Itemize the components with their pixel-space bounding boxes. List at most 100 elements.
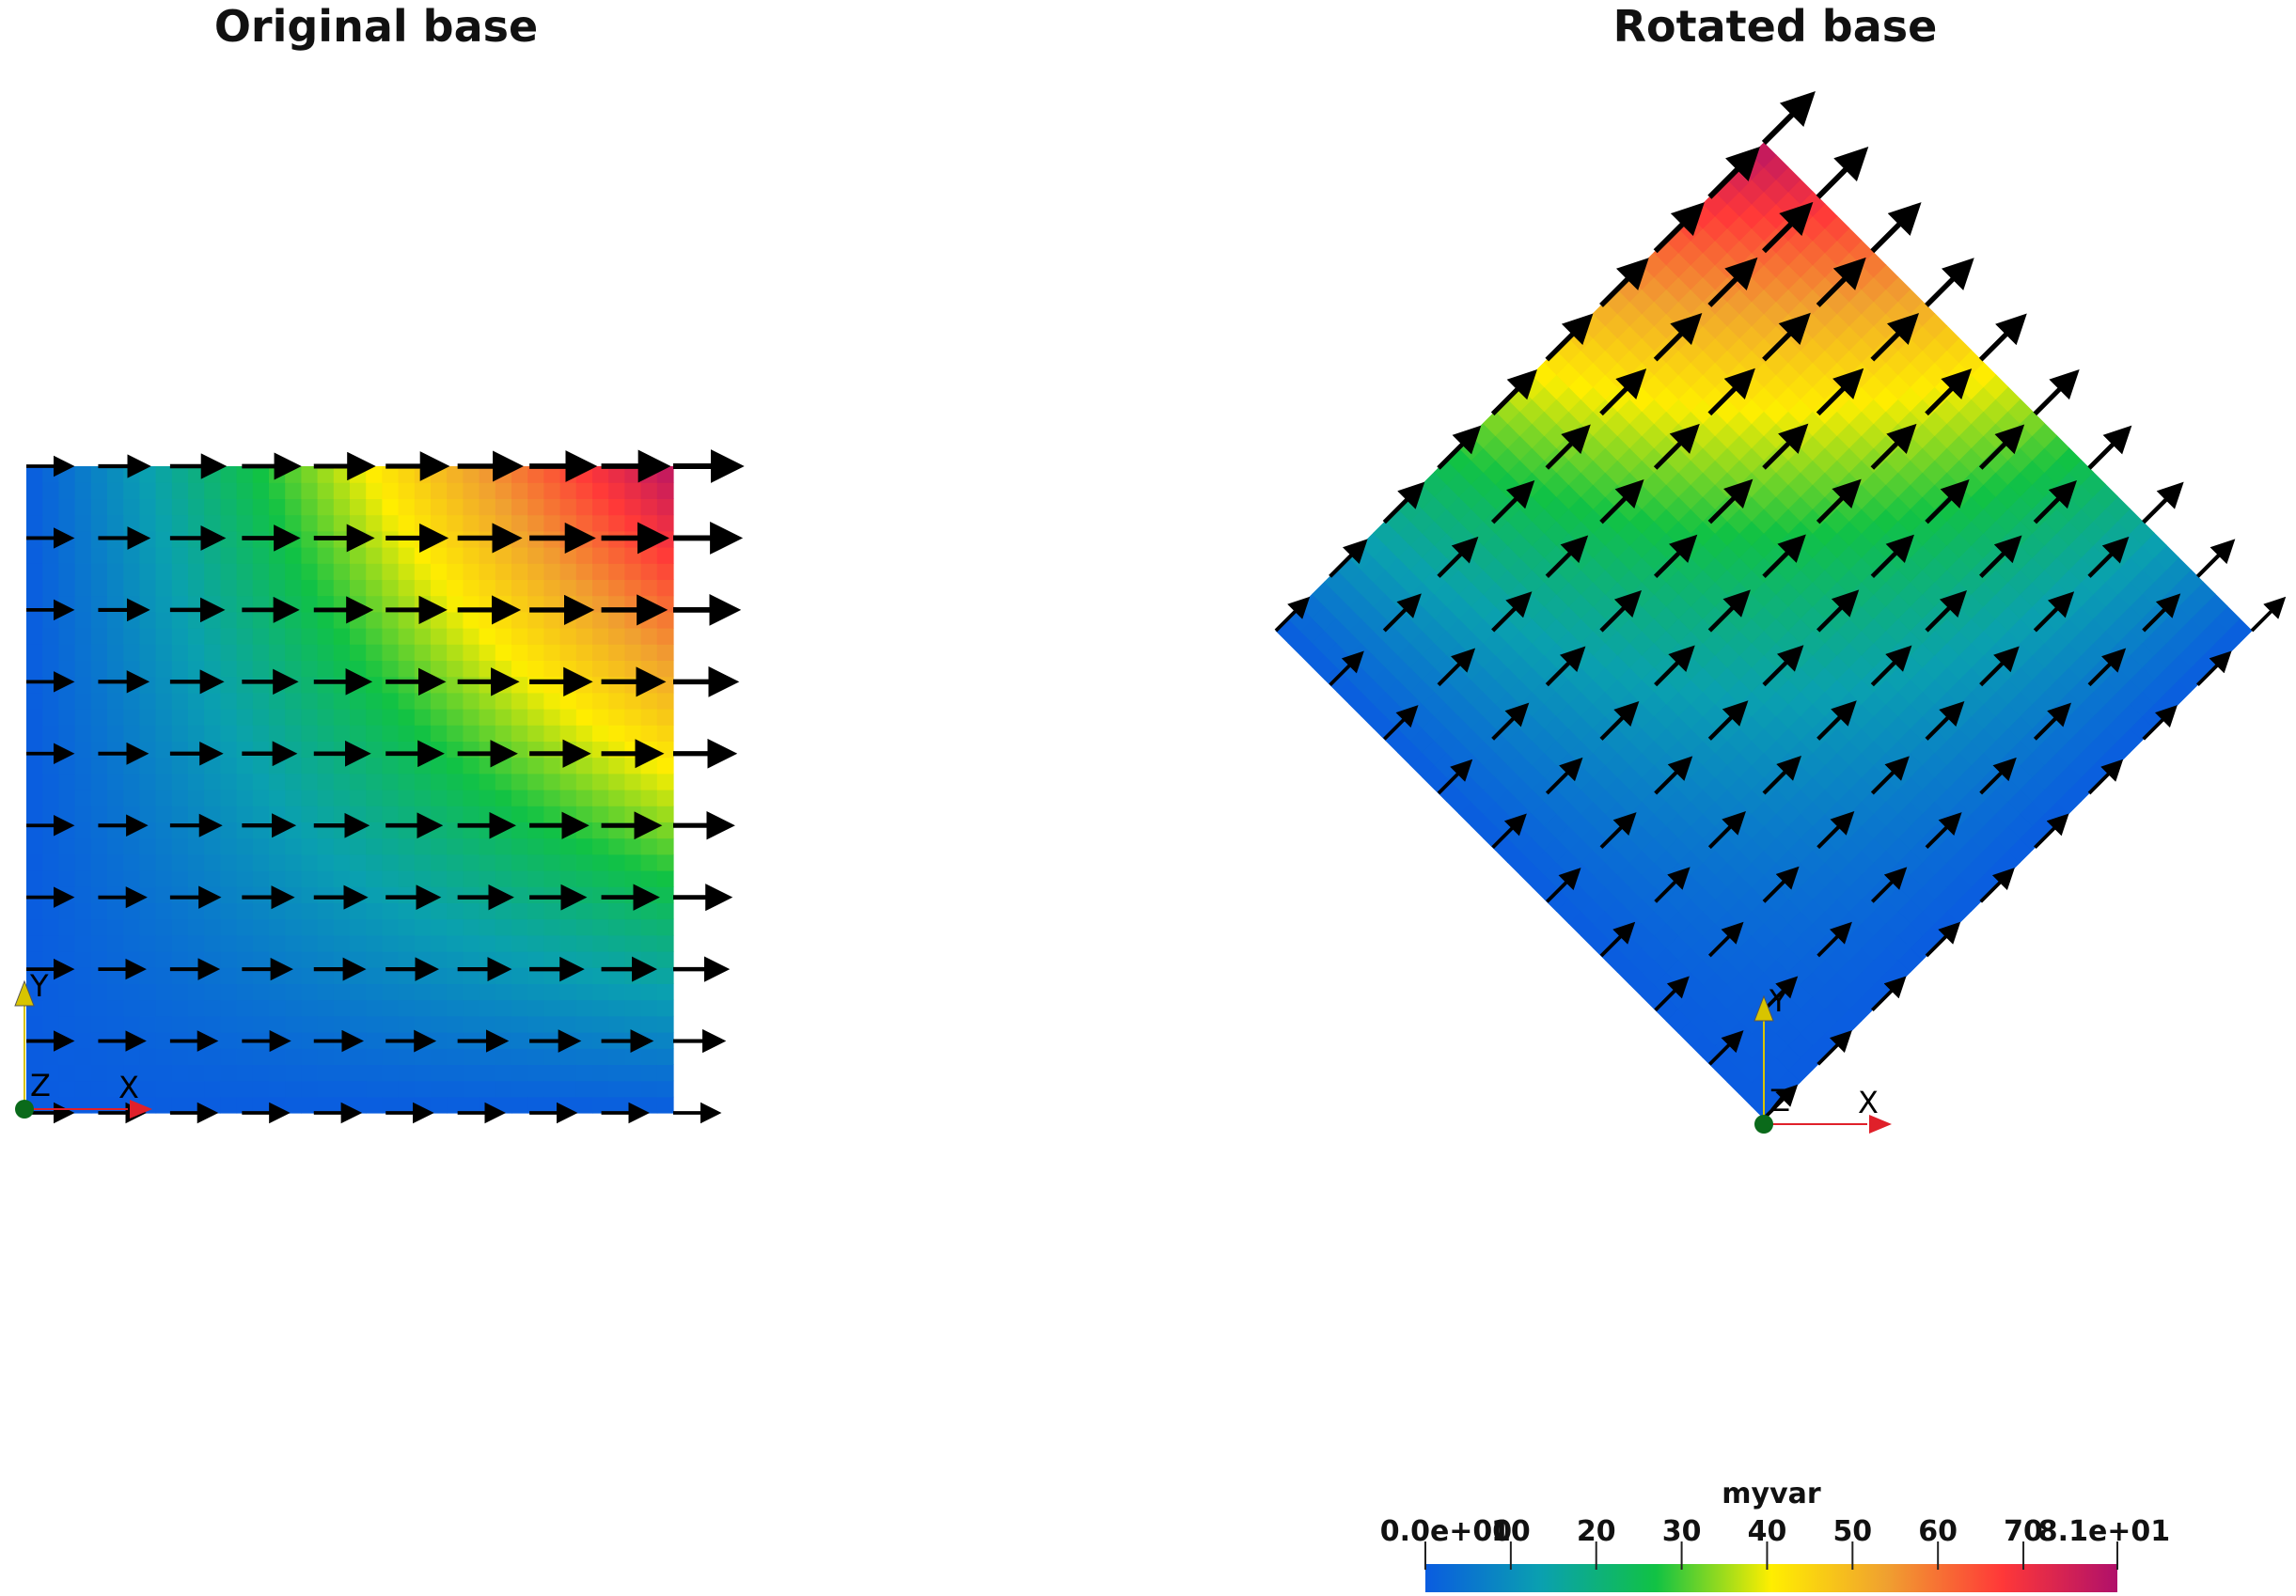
right-panel-title: Rotated base [1612, 1, 1938, 52]
vector-arrow [1870, 867, 1908, 903]
vector-arrow [2033, 702, 2072, 741]
vector-arrow [1816, 921, 1852, 958]
vector-arrow [1870, 534, 1914, 578]
vector-arrow [1816, 478, 1862, 524]
vector-arrow [1329, 650, 1364, 686]
vector-arrow [1491, 813, 1527, 849]
vector-arrow [2142, 593, 2181, 633]
vector-arrow [1870, 756, 1910, 795]
colorbar-tick-label: 0.0e+00 [1379, 1515, 1513, 1548]
original-z-origin [15, 1100, 34, 1119]
vector-arrow [1816, 1030, 1852, 1066]
rotated-y-cone [1753, 994, 1774, 1022]
vector-arrow [1870, 645, 1912, 687]
vector-arrow [1329, 539, 1368, 578]
vector-arrow [1761, 91, 1816, 146]
vector-arrow [1925, 258, 1974, 307]
colorbar-tick-label: 70 [2004, 1515, 2043, 1548]
vector-arrow [1979, 535, 2022, 578]
vector-arrow [1599, 479, 1644, 524]
vector-arrow [1979, 757, 2017, 795]
vector-arrow [1761, 201, 1814, 254]
vector-arrow [1707, 1030, 1744, 1066]
rotated-base-field [1275, 142, 2253, 1119]
vector-arrow [1654, 756, 1693, 795]
vector-arrow [1437, 759, 1473, 795]
vector-arrow [1707, 589, 1751, 633]
vector-arrow [1382, 705, 1419, 741]
vector-arrow [1707, 368, 1755, 416]
vector-arrow [1816, 700, 1857, 741]
original-y-cone [14, 979, 35, 1007]
vector-arrow [1437, 536, 1479, 578]
rotated-z-label: Z [1769, 1083, 1790, 1119]
vector-arrow [1925, 921, 1961, 958]
vector-arrow [1491, 702, 1530, 741]
vector-arrow [1653, 423, 1700, 470]
vector-arrow [1762, 534, 1806, 579]
vector-arrow [1545, 757, 1583, 795]
vector-arrow [1707, 700, 1749, 741]
vector-arrow [2087, 759, 2124, 795]
vector-arrow [2033, 368, 2080, 416]
vector-arrow [1816, 257, 1866, 307]
colorbar-ticks [1424, 1541, 2118, 1570]
vector-arrow [1762, 866, 1800, 903]
colorbar-tick-label: 20 [1576, 1515, 1616, 1548]
vector-arrow [1707, 257, 1758, 307]
vector-arrow [1599, 812, 1637, 850]
vector-arrow [1491, 591, 1533, 633]
colorbar-tick-label: 50 [1832, 1515, 1873, 1548]
vector-arrow [2087, 536, 2130, 578]
vector-arrow [1653, 312, 1703, 362]
colorbar-tick-label: 40 [1747, 1515, 1787, 1548]
original-base-field [26, 466, 674, 1114]
vector-arrow [2250, 596, 2287, 633]
original-x-cone [130, 1100, 152, 1119]
vector-arrow [1545, 868, 1581, 903]
vector-arrow [1979, 868, 2015, 903]
colorbar-bar [1425, 1564, 2117, 1592]
vector-arrow [1925, 368, 1973, 416]
vector-arrow [1816, 147, 1869, 199]
vector-arrow [1762, 645, 1804, 687]
vector-arrow [1437, 425, 1482, 470]
vector-arrow [1599, 921, 1636, 958]
vector-arrow [1599, 589, 1643, 633]
colorbar-tick-label: 30 [1661, 1515, 1702, 1548]
vector-arrow [1925, 700, 1965, 741]
original-x-label: X [118, 1070, 139, 1105]
vector-arrow [1707, 147, 1760, 199]
vector-arrow [1545, 535, 1589, 578]
vector-arrow [1490, 480, 1535, 524]
vector-arrow [1599, 258, 1649, 307]
rotated-z-origin [1754, 1115, 1773, 1134]
vector-arrow [2033, 591, 2075, 633]
original-base-arrows [26, 449, 745, 1124]
rotated-axes-triad [1753, 994, 1892, 1134]
vector-arrow [2196, 650, 2232, 686]
vector-arrow [2195, 539, 2236, 578]
vector-arrow [1545, 646, 1586, 687]
rotated-base-arrows [1274, 91, 2287, 1120]
left-panel-title: Original base [213, 1, 539, 52]
vector-arrow [1274, 596, 1311, 633]
vector-arrow [1654, 867, 1691, 903]
rotated-x-label: X [1858, 1085, 1879, 1120]
vector-arrow [1925, 479, 1970, 524]
vector-arrow [2142, 481, 2184, 524]
vector-arrow [1654, 645, 1695, 687]
vector-arrow [2142, 705, 2178, 741]
vector-arrow [1978, 313, 2027, 362]
colorbar [1424, 1541, 2118, 1592]
vector-arrow [2033, 480, 2077, 524]
vector-arrow [1437, 648, 1476, 687]
vector-arrow [1382, 481, 1425, 524]
vector-arrow [1653, 202, 1705, 254]
original-z-label: Z [30, 1068, 51, 1103]
original-y-label: Y [30, 968, 49, 1004]
vector-arrow [1545, 313, 1594, 362]
vector-arrow [1979, 646, 2020, 687]
vector-arrow [1707, 810, 1746, 850]
